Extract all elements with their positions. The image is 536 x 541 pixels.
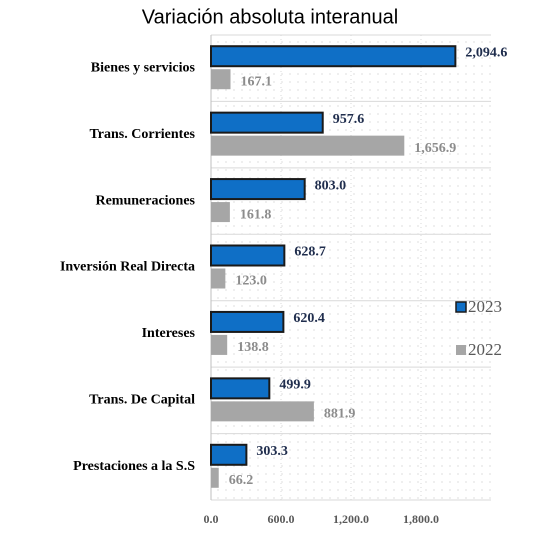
chart-title: Variación absoluta interanual (142, 6, 398, 28)
bar (211, 268, 226, 289)
y-tick-label: Intereses (142, 326, 196, 341)
data-label: 303.3 (256, 444, 288, 459)
bar (210, 310, 285, 333)
data-label: 138.8 (237, 340, 269, 355)
legend-swatch (455, 301, 467, 313)
bar (210, 244, 286, 267)
bar (210, 377, 271, 400)
y-tick-label: Trans. De Capital (89, 393, 195, 408)
bar (211, 69, 231, 90)
legend-swatch (456, 345, 466, 355)
y-tick-label: Inversión Real Directa (60, 260, 195, 275)
bar (211, 334, 228, 355)
data-label: 123.0 (235, 274, 267, 289)
y-tick-label: Bienes y servicios (91, 60, 196, 75)
data-label: 803.0 (315, 178, 347, 193)
bar (211, 467, 219, 488)
data-label: 167.1 (240, 74, 272, 89)
data-label: 1,656.9 (414, 141, 456, 156)
bar (210, 178, 306, 201)
y-tick-label: Trans. Corrientes (90, 127, 196, 142)
bar (211, 401, 314, 422)
x-tick-label: 600.0 (268, 512, 295, 526)
data-label: 628.7 (294, 245, 326, 260)
data-label: 957.6 (333, 112, 365, 127)
bar (211, 135, 405, 156)
x-tick-label: 1,800.0 (403, 512, 439, 526)
bar (210, 111, 324, 134)
bar (210, 443, 248, 466)
data-label: 66.2 (229, 473, 254, 488)
data-label: 620.4 (293, 311, 325, 326)
data-label: 881.9 (324, 407, 356, 422)
x-tick-label: 0.0 (204, 512, 219, 526)
y-tick-label: Prestaciones a la S.S (73, 459, 195, 474)
bar (211, 202, 230, 223)
x-tick-label: 1,200.0 (333, 512, 369, 526)
data-label: 2,094.6 (465, 45, 507, 60)
legend-label: 2022 (468, 340, 502, 359)
bar (210, 45, 457, 68)
legend-label: 2023 (468, 297, 502, 316)
data-label: 161.8 (240, 207, 271, 222)
data-label: 499.9 (279, 378, 311, 393)
y-tick-label: Remuneraciones (95, 193, 195, 208)
